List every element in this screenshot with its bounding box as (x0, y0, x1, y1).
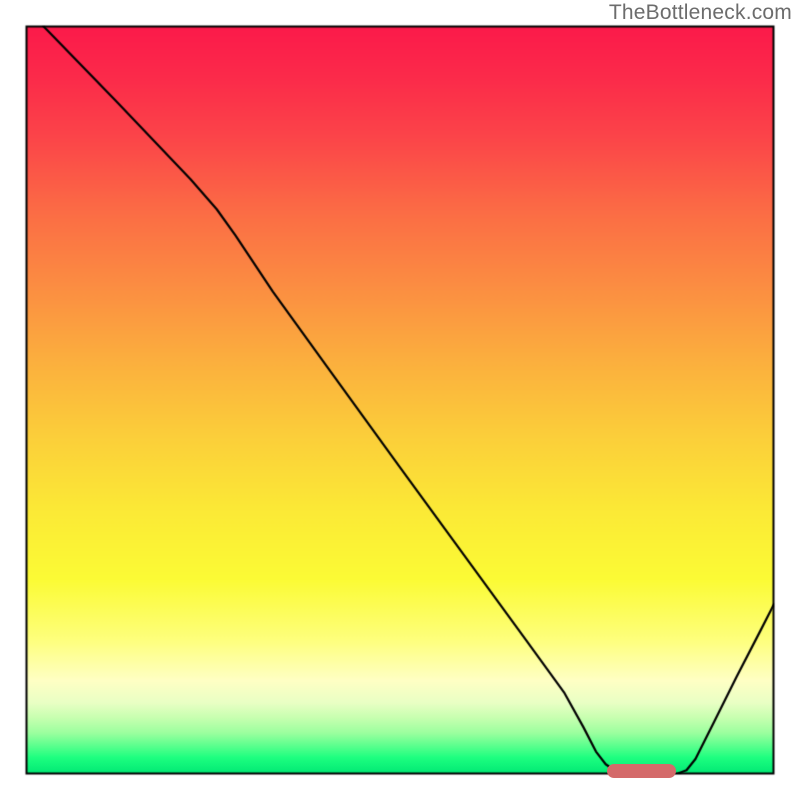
watermark-label: TheBottleneck.com (609, 1, 792, 25)
optimal-range-marker (607, 764, 676, 779)
chart-container: TheBottleneck.com (0, 0, 800, 800)
bottleneck-curve (0, 0, 800, 800)
